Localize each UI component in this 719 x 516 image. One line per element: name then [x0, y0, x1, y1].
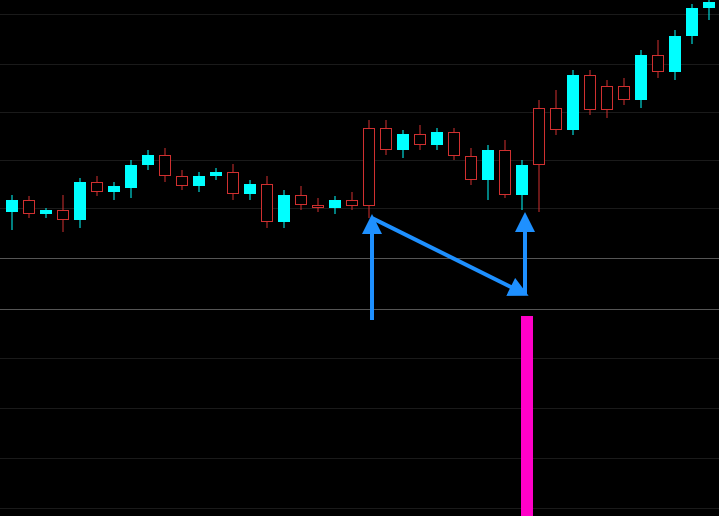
candle-body: [244, 184, 256, 194]
candle[interactable]: [125, 0, 137, 516]
candlestick-chart[interactable]: [0, 0, 719, 516]
candle[interactable]: [193, 0, 205, 516]
candle-body: [23, 200, 35, 214]
candle-body: [6, 200, 18, 212]
candle-body: [193, 176, 205, 186]
candle-body: [397, 134, 409, 150]
candle-body: [295, 195, 307, 205]
candle[interactable]: [499, 0, 511, 516]
candle-body: [567, 75, 579, 130]
candle-body: [142, 155, 154, 165]
candle[interactable]: [108, 0, 120, 516]
candle-body: [431, 132, 443, 145]
candle[interactable]: [567, 0, 579, 516]
candle[interactable]: [6, 0, 18, 516]
candle[interactable]: [686, 0, 698, 516]
candle[interactable]: [261, 0, 273, 516]
candle-body: [176, 176, 188, 186]
candle-body: [550, 108, 562, 130]
candle[interactable]: [142, 0, 154, 516]
candle[interactable]: [278, 0, 290, 516]
candle-body: [261, 184, 273, 222]
candle-body: [74, 182, 86, 220]
candle[interactable]: [448, 0, 460, 516]
candle-body: [329, 200, 341, 208]
candle[interactable]: [159, 0, 171, 516]
candle-body: [703, 2, 715, 8]
candle-body: [584, 75, 596, 110]
candle[interactable]: [533, 0, 545, 516]
candle[interactable]: [91, 0, 103, 516]
candle-body: [533, 108, 545, 165]
candle[interactable]: [601, 0, 613, 516]
candle[interactable]: [363, 0, 375, 516]
candle[interactable]: [652, 0, 664, 516]
candle[interactable]: [414, 0, 426, 516]
candle[interactable]: [584, 0, 596, 516]
candle[interactable]: [40, 0, 52, 516]
volume-bar: [521, 316, 533, 516]
candle[interactable]: [703, 0, 715, 516]
candle-body: [125, 165, 137, 188]
candle-body: [159, 155, 171, 176]
candle-body: [414, 134, 426, 145]
candle[interactable]: [244, 0, 256, 516]
candle-body: [210, 172, 222, 176]
candle[interactable]: [550, 0, 562, 516]
candle[interactable]: [482, 0, 494, 516]
candle-body: [686, 8, 698, 36]
candle-body: [635, 55, 647, 100]
candle[interactable]: [329, 0, 341, 516]
candle-body: [91, 182, 103, 192]
candle-body: [669, 36, 681, 72]
candle[interactable]: [227, 0, 239, 516]
candle[interactable]: [635, 0, 647, 516]
candle[interactable]: [57, 0, 69, 516]
candle-body: [380, 128, 392, 150]
candle-body: [499, 150, 511, 195]
candle[interactable]: [669, 0, 681, 516]
candle-body: [652, 55, 664, 72]
candle-body: [618, 86, 630, 100]
candle[interactable]: [380, 0, 392, 516]
candle-body: [227, 172, 239, 194]
candle[interactable]: [176, 0, 188, 516]
candle[interactable]: [346, 0, 358, 516]
candle-body: [108, 186, 120, 192]
candle[interactable]: [295, 0, 307, 516]
candle-body: [312, 205, 324, 208]
candle-body: [40, 210, 52, 214]
candle-body: [363, 128, 375, 206]
candle[interactable]: [312, 0, 324, 516]
candle-body: [601, 86, 613, 110]
candle-body: [448, 132, 460, 156]
candle[interactable]: [210, 0, 222, 516]
candle[interactable]: [618, 0, 630, 516]
candle-body: [465, 156, 477, 180]
candle-body: [482, 150, 494, 180]
candle[interactable]: [465, 0, 477, 516]
candle-body: [346, 200, 358, 206]
candle[interactable]: [431, 0, 443, 516]
candle-body: [57, 210, 69, 220]
candle[interactable]: [397, 0, 409, 516]
candle[interactable]: [74, 0, 86, 516]
candle[interactable]: [23, 0, 35, 516]
candle-body: [516, 165, 528, 195]
candle-body: [278, 195, 290, 222]
